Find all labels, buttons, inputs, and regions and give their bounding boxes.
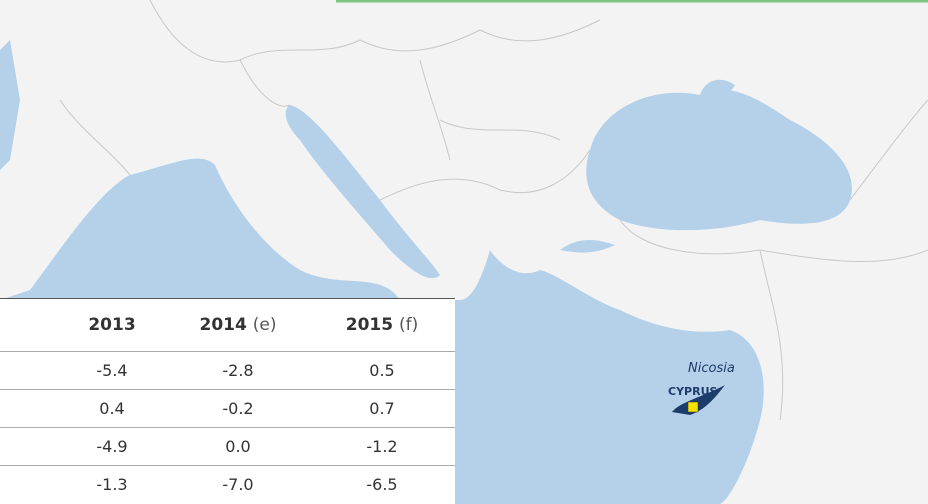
year: 2015 (345, 315, 394, 335)
forecast-table: 2013 2014 (e) 2015 (f) -5.4 -2.8 0.5 0.4 -0.2 0.… (0, 298, 455, 504)
table-cell: -1.2 (366, 437, 398, 456)
borders (59, 0, 928, 421)
header-cell: 2013 (57, 299, 167, 351)
header-cell: 2014 (e) (183, 299, 293, 351)
table-cell: -0.2 (222, 399, 254, 418)
table-cell: 0.5 (369, 361, 395, 380)
table-cell: -7.0 (222, 475, 254, 494)
table-cell: -6.5 (366, 475, 398, 494)
note: (e) (252, 315, 277, 335)
header-row: 2013 2014 (e) 2015 (f) (0, 299, 455, 351)
table-row: 0.4 -0.2 0.7 (0, 389, 455, 428)
table-cell: 0.0 (225, 437, 251, 456)
city-label: Nicosia (688, 361, 735, 376)
year: 2014 (199, 315, 247, 335)
table-cell: 0.4 (99, 399, 125, 418)
table-row: -4.9 0.0 -1.2 (0, 427, 455, 466)
table-cell: -4.9 (96, 437, 128, 456)
header-cell: 2015 (f) (327, 299, 437, 351)
table-cell: -2.8 (222, 361, 254, 380)
table-row: -5.4 -2.8 0.5 (0, 351, 455, 390)
table-cell: -5.4 (96, 361, 128, 380)
table-cell: -1.3 (96, 475, 128, 494)
table-row: -1.3 -7.0 -6.5 (0, 465, 455, 504)
table-cell: 0.7 (369, 399, 395, 418)
capital-marker (687, 401, 699, 413)
cyprus (672, 385, 725, 415)
country-label: CYPRUS (668, 385, 718, 398)
note: (f) (399, 315, 419, 335)
year: 2013 (88, 315, 136, 335)
